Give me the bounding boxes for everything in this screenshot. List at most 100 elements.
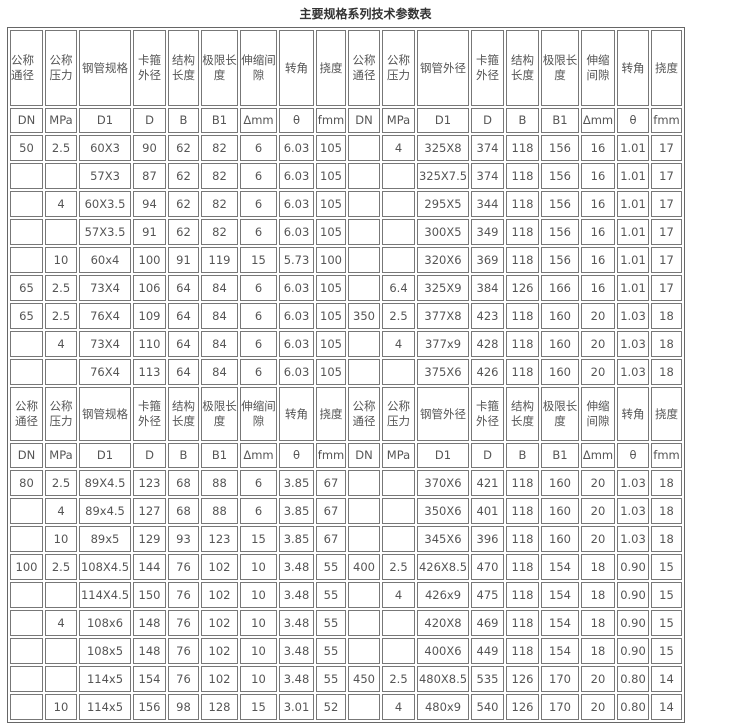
table-cell: 127 (133, 498, 166, 524)
table-cell: 18 (651, 526, 682, 552)
table-cell: 20 (581, 331, 615, 357)
unit-row-cell: B (506, 443, 539, 468)
table-cell: 50 (10, 135, 43, 161)
table-cell: 6 (240, 303, 277, 329)
table-cell (45, 163, 77, 189)
header-row-cell: 公称压力 (382, 30, 415, 106)
table-cell: 62 (168, 191, 199, 217)
table-row: 76X4 113 64 84 6 6.03 105 375X6 426 118 160 20 1.03 1… (10, 359, 682, 385)
table-cell: 148 (133, 638, 166, 664)
table-cell: 396 (471, 526, 504, 552)
table-cell: 6.03 (279, 331, 314, 357)
table-cell: 76 (168, 610, 199, 636)
header-row-cell: 公称压力 (45, 387, 77, 441)
table-cell: 160 (541, 526, 579, 552)
table-cell: 1.03 (617, 359, 649, 385)
table-cell: 102 (201, 554, 238, 580)
table-cell (348, 331, 380, 357)
table-cell: 3.01 (279, 694, 314, 720)
table-cell (348, 638, 380, 664)
table-cell: 2.5 (45, 470, 77, 496)
table-cell: 62 (168, 219, 199, 245)
table-cell: 114X4.5 (79, 582, 131, 608)
table-cell: 55 (316, 582, 346, 608)
table-cell: 93 (168, 526, 199, 552)
table-cell: 1.03 (617, 303, 649, 329)
table-cell: 5.73 (279, 247, 314, 273)
table-cell: 114x5 (79, 694, 131, 720)
unit-row-cell: D1 (79, 108, 131, 133)
table-cell (10, 191, 43, 217)
table-cell: 3.48 (279, 554, 314, 580)
table-cell: 126 (506, 666, 539, 692)
table-cell: 6 (240, 135, 277, 161)
table-cell: 55 (316, 554, 346, 580)
table-cell: 3.85 (279, 470, 314, 496)
header-row-cell: 结构长度 (506, 30, 539, 106)
header-row-cell: 挠度 (316, 387, 346, 441)
table-cell: 3.48 (279, 638, 314, 664)
table-cell: 1.01 (617, 163, 649, 189)
table-cell: 118 (506, 498, 539, 524)
table-cell: 89x5 (79, 526, 131, 552)
unit-row-cell: D1 (417, 443, 469, 468)
header-row-cell: 挠度 (651, 387, 682, 441)
header-row-cell: 卡箍外径 (133, 387, 166, 441)
table-cell: 105 (316, 303, 346, 329)
header-row-cell: 钢管外径 (417, 30, 469, 106)
table-cell: 88 (201, 470, 238, 496)
table-cell (348, 163, 380, 189)
table-cell: 18 (581, 638, 615, 664)
header-row-cell: 转角 (617, 30, 649, 106)
unit-row-cell: B (506, 108, 539, 133)
table-cell: 423 (471, 303, 504, 329)
table-cell: 118 (506, 582, 539, 608)
table-cell: 154 (541, 610, 579, 636)
table-cell: 325X8 (417, 135, 469, 161)
table-cell: 16 (581, 219, 615, 245)
table-cell: 60x4 (79, 247, 131, 273)
table-cell: 94 (133, 191, 166, 217)
table-cell: 540 (471, 694, 504, 720)
table-cell: 6 (240, 275, 277, 301)
unit-row-cell: DN (10, 443, 43, 468)
table-cell: 428 (471, 331, 504, 357)
header-row-cell: 结构长度 (168, 387, 199, 441)
header-row-cell: 极限长度 (541, 30, 579, 106)
table-cell: 76X4 (79, 359, 131, 385)
unit-row-cell: MPa (45, 108, 77, 133)
table-cell: 374 (471, 135, 504, 161)
table-title: 主要规格系列技术参数表 (299, 7, 432, 21)
table-cell: 535 (471, 666, 504, 692)
table-cell: 148 (133, 610, 166, 636)
table-cell: 123 (201, 526, 238, 552)
table-cell: 154 (133, 666, 166, 692)
table-cell: 118 (506, 163, 539, 189)
unit-row-cell: DN (348, 108, 380, 133)
table-cell: 108x5 (79, 638, 131, 664)
table-cell: 108X4.5 (79, 554, 131, 580)
table-cell: 15 (240, 526, 277, 552)
table-cell: 18 (651, 359, 682, 385)
table-cell: 15 (240, 247, 277, 273)
table-cell (45, 359, 77, 385)
table-row: 114X4.5 150 76 102 10 3.48 55 4 426x9 475 118 154 18… (10, 582, 682, 608)
table-cell: 156 (541, 219, 579, 245)
table-cell: 64 (168, 359, 199, 385)
unit-row-cell: D (133, 443, 166, 468)
header-row-cell: 结构长度 (168, 30, 199, 106)
table-cell: 469 (471, 610, 504, 636)
table-cell: 2.5 (45, 275, 77, 301)
table-cell: 2.5 (45, 135, 77, 161)
table-cell: 102 (201, 582, 238, 608)
table-cell (348, 275, 380, 301)
table-cell: 110 (133, 331, 166, 357)
table-cell: 80 (10, 470, 43, 496)
table-row: 10 114x5 156 98 128 15 3.01 52 4 480x9 540 126 170 20… (10, 694, 682, 720)
table-cell: 6.03 (279, 135, 314, 161)
unit-row-cell: Δmm (581, 443, 615, 468)
table-cell: 102 (201, 666, 238, 692)
table-cell: 18 (581, 610, 615, 636)
unit-row-cell: DN (10, 108, 43, 133)
table-cell: 295X5 (417, 191, 469, 217)
